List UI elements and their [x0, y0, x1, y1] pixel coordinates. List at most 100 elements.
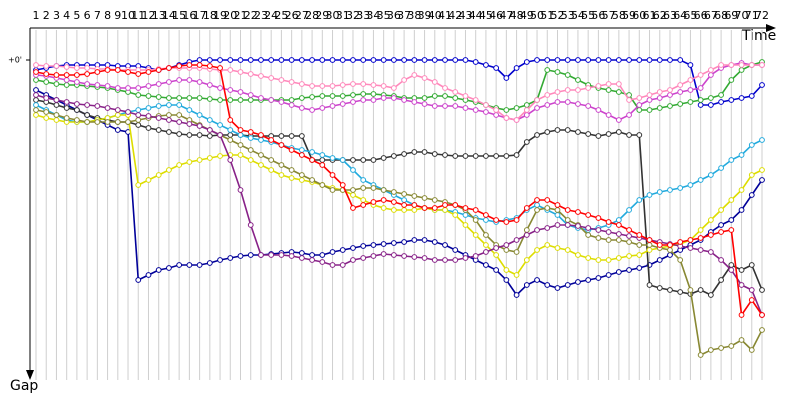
x-tick-label: 56 [591, 9, 605, 22]
data-point [442, 57, 448, 63]
data-point [442, 202, 448, 208]
data-point [350, 99, 356, 105]
data-point [759, 287, 765, 293]
data-point [575, 87, 581, 93]
data-point [227, 57, 234, 63]
data-point [288, 57, 295, 63]
data-point [646, 247, 653, 253]
data-point [718, 165, 724, 171]
data-point [33, 102, 39, 108]
x-tick-label: 26 [285, 9, 299, 22]
data-point [738, 62, 745, 68]
data-point [687, 245, 694, 251]
data-point [738, 337, 745, 343]
data-point [176, 77, 183, 83]
data-point [636, 265, 643, 271]
data-point [74, 117, 80, 123]
data-point [697, 72, 704, 78]
x-axis-arrow [766, 24, 776, 32]
data-point [656, 285, 663, 291]
data-point [534, 227, 540, 233]
data-point [350, 245, 356, 251]
data-point [421, 57, 428, 63]
data-point [411, 202, 418, 208]
data-point [575, 77, 581, 83]
data-point [544, 282, 551, 288]
data-point [155, 172, 162, 178]
data-point [227, 127, 234, 133]
data-point [339, 262, 346, 268]
data-point [585, 212, 592, 218]
data-point [196, 95, 203, 101]
series-line [35, 104, 763, 231]
data-point [431, 79, 438, 85]
data-point [135, 92, 142, 98]
data-point [227, 132, 234, 138]
data-point [217, 153, 223, 159]
x-tick-label: 17 [193, 9, 207, 22]
data-point [360, 197, 367, 203]
data-point [626, 239, 632, 245]
data-point [298, 105, 305, 111]
data-point [707, 232, 714, 238]
data-point [452, 212, 459, 218]
data-point [544, 92, 551, 98]
x-tick-label: 53 [561, 9, 575, 22]
data-point [646, 282, 653, 288]
data-point [380, 197, 387, 203]
x-tick-label: 24 [264, 9, 278, 22]
data-point [462, 57, 469, 63]
x-tick-label: 62 [653, 9, 667, 22]
x-tick-label: 37 [397, 9, 411, 22]
data-point [677, 185, 684, 191]
data-point [104, 105, 111, 111]
data-point [534, 132, 540, 138]
data-point [288, 253, 295, 259]
data-point [33, 97, 39, 103]
data-point [217, 97, 223, 103]
data-point [288, 175, 295, 181]
data-point [145, 83, 152, 89]
data-point [718, 92, 724, 98]
x-tick-label: 71 [745, 9, 759, 22]
data-point [288, 102, 295, 108]
data-point [176, 112, 183, 118]
data-point [534, 97, 540, 103]
data-point [63, 77, 70, 83]
data-point [401, 239, 408, 245]
data-point [309, 257, 315, 263]
data-point [360, 243, 367, 249]
data-point [370, 82, 377, 88]
data-point [431, 57, 438, 63]
series-line [35, 94, 763, 316]
data-point [503, 75, 510, 81]
data-point [380, 187, 387, 193]
data-point [483, 62, 489, 68]
x-tick-label: 72 [755, 9, 769, 22]
data-point [554, 212, 561, 218]
data-point [43, 95, 50, 101]
data-point [319, 83, 326, 89]
data-point [605, 57, 612, 63]
data-point [268, 137, 275, 143]
data-point [33, 69, 39, 75]
x-tick-label: 34 [366, 9, 380, 22]
data-point [298, 133, 305, 139]
data-point [370, 199, 377, 205]
data-point [145, 125, 152, 131]
data-point [483, 212, 489, 218]
data-point [166, 265, 172, 271]
data-point [707, 67, 714, 73]
data-point [615, 217, 622, 223]
data-point [687, 287, 694, 293]
x-tick-label: 20 [223, 9, 237, 22]
data-point [125, 119, 131, 125]
data-point [360, 255, 367, 261]
data-point [421, 101, 428, 107]
data-point [247, 97, 254, 103]
data-point [677, 239, 684, 245]
data-point [298, 177, 305, 183]
data-point [534, 57, 540, 63]
data-point [206, 133, 213, 139]
data-point [329, 93, 336, 99]
